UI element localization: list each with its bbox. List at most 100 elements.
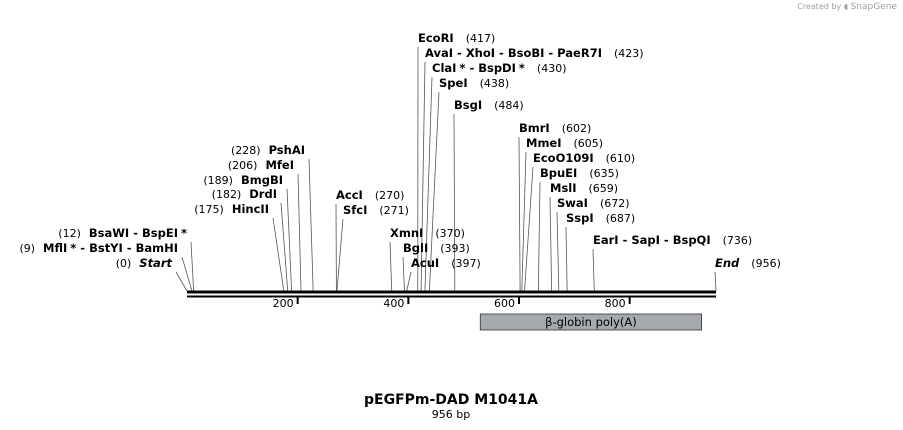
snapgene-logo-icon: ◖ [843, 2, 849, 11]
msli-site-label[interactable]: MslI (659) [550, 181, 618, 195]
bgli-site-label[interactable]: BglI (393) [403, 241, 470, 255]
ecoo109i-position: (610) [606, 152, 636, 165]
mfei-site-label[interactable]: (206) MfeI [228, 158, 294, 172]
acui-position: (397) [451, 257, 481, 270]
hincii-site-label[interactable]: (175) HincII [194, 202, 269, 216]
start-site-label[interactable]: (0) Start [116, 256, 173, 270]
bsgi-site-label[interactable]: BsgI (484) [454, 98, 524, 112]
clai-label-part: * [519, 61, 525, 75]
feature-track: β-globin poly(A) [479, 313, 703, 331]
mfli-site-label[interactable]: (9) MflI * - BstYI - BamHI [19, 241, 178, 255]
clai-position: (430) [537, 62, 567, 75]
mfei-leader-line [297, 173, 302, 292]
scale-tick-label: 200 [273, 297, 294, 310]
bsawi-position: (12) [58, 227, 81, 240]
ecori-label-part: EcoRI [418, 31, 454, 45]
mmei-label-part: MmeI [526, 136, 562, 150]
drdi-position: (182) [212, 188, 242, 201]
bsawi-label-part: - [129, 226, 142, 240]
eari-leader-line [592, 248, 595, 292]
dna-backbone [187, 290, 716, 298]
pshai-site-label[interactable]: (228) PshAI [231, 143, 305, 157]
drdi-leader-line [280, 202, 289, 292]
xmni-leader-line [389, 241, 393, 292]
bpuei-site-label[interactable]: BpuEI (635) [540, 166, 619, 180]
bsgi-position: (484) [494, 99, 524, 112]
drdi-site-label[interactable]: (182) DrdI [212, 187, 277, 201]
ecori-position: (417) [466, 32, 496, 45]
spei-site-label[interactable]: SpeI (438) [439, 76, 509, 90]
avai-label-part: XhoI [466, 46, 495, 60]
sfci-leader-line [336, 218, 344, 292]
spei-position: (438) [480, 77, 510, 90]
bmgbi-leader-line [286, 188, 292, 292]
mfli-label-part: - [123, 241, 136, 255]
sspi-site-label[interactable]: SspI (687) [566, 211, 635, 225]
avai-label-part: AvaI [425, 46, 453, 60]
bmri-site-label[interactable]: BmrI (602) [519, 121, 591, 135]
avai-label-part: - [544, 46, 557, 60]
ecoo109i-leader-line [524, 166, 534, 292]
acci-site-label[interactable]: AccI (270) [336, 188, 404, 202]
mmei-site-label[interactable]: MmeI (605) [526, 136, 603, 150]
acui-site-label[interactable]: AcuI (397) [411, 256, 481, 270]
mmei-position: (605) [574, 137, 604, 150]
avai-position: (423) [614, 47, 644, 60]
swai-site-label[interactable]: SwaI (672) [557, 196, 630, 210]
mfli-position: (9) [19, 242, 35, 255]
mfli-label-part: MflI [43, 241, 67, 255]
end-site-label[interactable]: End (956) [715, 256, 781, 270]
mfli-label-part: BstYI [89, 241, 123, 255]
acci-position: (270) [375, 189, 405, 202]
eari-label-part: BspQI [673, 233, 711, 247]
acci-label-part: AccI [336, 188, 363, 202]
xmni-position: (370) [435, 227, 465, 240]
bpuei-position: (635) [589, 167, 619, 180]
beta-globin-polya-feature[interactable] [479, 313, 703, 331]
eari-label-part: - [660, 233, 673, 247]
xmni-site-label[interactable]: XmnI (370) [390, 226, 465, 240]
ecoo109i-site-label[interactable]: EcoO109I (610) [533, 151, 635, 165]
clai-site-label[interactable]: ClaI * - BspDI * (430) [432, 61, 567, 75]
bgli-label-part: BglI [403, 241, 428, 255]
pshai-leader-line [308, 158, 314, 292]
ecori-site-label[interactable]: EcoRI (417) [418, 31, 495, 45]
end-position: (956) [751, 257, 781, 270]
avai-site-label[interactable]: AvaI - XhoI - BsoBI - PaeR7I (423) [425, 46, 644, 60]
clai-label-part: BspDI [478, 61, 516, 75]
mmei-leader-line [521, 151, 527, 292]
scale-ticks: 200 400 600 800 [273, 297, 631, 310]
swai-position: (672) [600, 197, 630, 210]
bmri-leader-line [518, 136, 521, 292]
msli-position: (659) [589, 182, 619, 195]
sfci-label-part: SfcI [343, 203, 367, 217]
sfci-site-label[interactable]: SfcI (271) [343, 203, 409, 217]
pshai-label-part: PshAI [269, 143, 305, 157]
xmni-label-part: XmnI [390, 226, 423, 240]
bsawi-site-label[interactable]: (12) BsaWI - BspEI * [58, 226, 187, 240]
bmgbi-site-label[interactable]: (189) BmgBI [203, 173, 283, 187]
sfci-position: (271) [379, 204, 409, 217]
clai-label-part: - [465, 61, 478, 75]
mfli-label-part: * [70, 241, 76, 255]
eari-position: (736) [723, 234, 753, 247]
hincii-position: (175) [194, 203, 224, 216]
clai-label-part: * [459, 61, 465, 75]
mfei-position: (206) [228, 159, 258, 172]
bgli-position: (393) [440, 242, 470, 255]
scale-tick-label: 400 [383, 297, 404, 310]
mfli-leader-line [181, 256, 193, 292]
bsawi-label-part: BsaWI [89, 226, 129, 240]
bgli-leader-line [402, 256, 405, 292]
bmri-position: (602) [562, 122, 592, 135]
bsawi-label-part: * [181, 226, 187, 240]
hincii-leader-line [272, 217, 285, 292]
ecoo109i-label-part: EcoO109I [533, 151, 594, 165]
eari-site-label[interactable]: EarI - SapI - BspQI (736) [593, 233, 752, 247]
eari-label-part: EarI [593, 233, 619, 247]
mfei-label-part: MfeI [265, 158, 294, 172]
acui-label-part: AcuI [411, 256, 439, 270]
msli-label-part: MslI [550, 181, 577, 195]
mfli-label-part: - [76, 241, 89, 255]
